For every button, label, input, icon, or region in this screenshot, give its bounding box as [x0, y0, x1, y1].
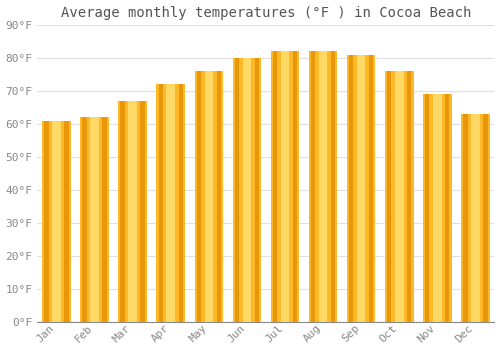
Bar — [423, 94, 452, 322]
Bar — [140, 101, 145, 322]
Bar — [232, 58, 261, 322]
Bar — [158, 84, 163, 322]
Bar — [196, 71, 201, 322]
Bar — [445, 94, 450, 322]
Bar — [331, 51, 335, 322]
Bar — [484, 114, 488, 322]
Bar — [166, 84, 175, 322]
Bar — [369, 55, 374, 322]
Bar — [273, 51, 277, 322]
Bar — [425, 94, 430, 322]
Bar — [395, 71, 404, 322]
Bar — [44, 120, 48, 322]
Bar — [311, 51, 315, 322]
Bar — [357, 55, 366, 322]
Bar — [204, 71, 213, 322]
Bar — [90, 117, 99, 322]
Bar — [242, 58, 251, 322]
Bar — [156, 84, 185, 322]
Bar — [234, 58, 239, 322]
Bar — [433, 94, 442, 322]
Bar — [387, 71, 392, 322]
Bar — [293, 51, 297, 322]
Bar — [194, 71, 223, 322]
Bar — [102, 117, 106, 322]
Bar — [80, 117, 109, 322]
Bar — [349, 55, 354, 322]
Bar — [82, 117, 86, 322]
Bar — [270, 51, 300, 322]
Bar — [471, 114, 480, 322]
Bar — [461, 114, 490, 322]
Bar — [64, 120, 68, 322]
Bar — [385, 71, 414, 322]
Bar — [42, 120, 70, 322]
Bar — [216, 71, 221, 322]
Bar — [280, 51, 289, 322]
Bar — [464, 114, 468, 322]
Title: Average monthly temperatures (°F ) in Cocoa Beach: Average monthly temperatures (°F ) in Co… — [60, 6, 471, 20]
Bar — [347, 55, 376, 322]
Bar — [309, 51, 338, 322]
Bar — [128, 101, 137, 322]
Bar — [407, 71, 412, 322]
Bar — [118, 101, 147, 322]
Bar — [254, 58, 259, 322]
Bar — [52, 120, 60, 322]
Bar — [319, 51, 328, 322]
Bar — [120, 101, 125, 322]
Bar — [178, 84, 183, 322]
